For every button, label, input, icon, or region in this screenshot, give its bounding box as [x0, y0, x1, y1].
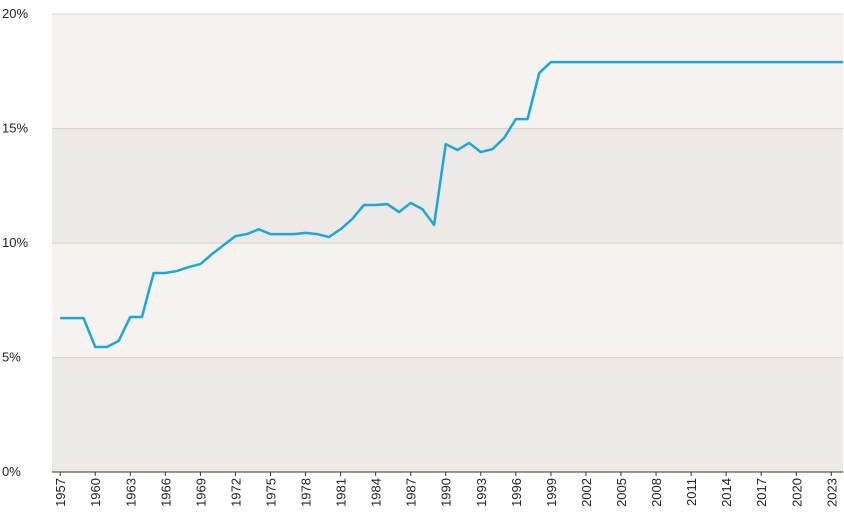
x-tick-label: 2011 — [684, 478, 699, 506]
x-tick-label: 1972 — [228, 478, 243, 507]
x-tick-label: 1978 — [299, 478, 314, 507]
x-tick-label: 1990 — [439, 478, 454, 507]
x-tick-label: 1969 — [193, 478, 208, 507]
y-tick-label: 5% — [2, 350, 21, 365]
x-tick-label: 1984 — [369, 478, 384, 507]
x-tick-label: 1981 — [334, 478, 349, 507]
y-tick-label: 20% — [2, 6, 28, 21]
y-tick-label: 10% — [2, 235, 28, 250]
x-tick-label: 2005 — [614, 478, 629, 507]
plot-band — [52, 243, 843, 358]
x-tick-label: 1999 — [544, 478, 559, 507]
x-tick-label: 1957 — [53, 478, 68, 507]
x-tick-label: 1966 — [158, 478, 173, 507]
x-tick-label: 2014 — [719, 478, 734, 507]
x-tick-label: 1975 — [263, 478, 278, 507]
x-tick-label: 1993 — [474, 478, 489, 507]
x-tick-label: 2020 — [789, 478, 804, 507]
x-tick-label: 2017 — [754, 478, 769, 507]
x-tick-label: 1987 — [404, 478, 419, 507]
y-tick-label: 0% — [2, 464, 21, 479]
x-tick-label: 1996 — [509, 478, 524, 507]
plot-band — [52, 14, 843, 129]
plot-band — [52, 128, 843, 243]
x-tick-label: 2008 — [649, 478, 664, 507]
y-tick-label: 15% — [2, 121, 28, 136]
x-tick-label: 1960 — [88, 478, 103, 507]
x-tick-label: 1963 — [123, 478, 138, 507]
line — [60, 60, 843, 349]
plot-band — [52, 357, 843, 472]
x-tick-label: 2023 — [824, 478, 839, 507]
x-tick-label: 2002 — [579, 478, 594, 507]
